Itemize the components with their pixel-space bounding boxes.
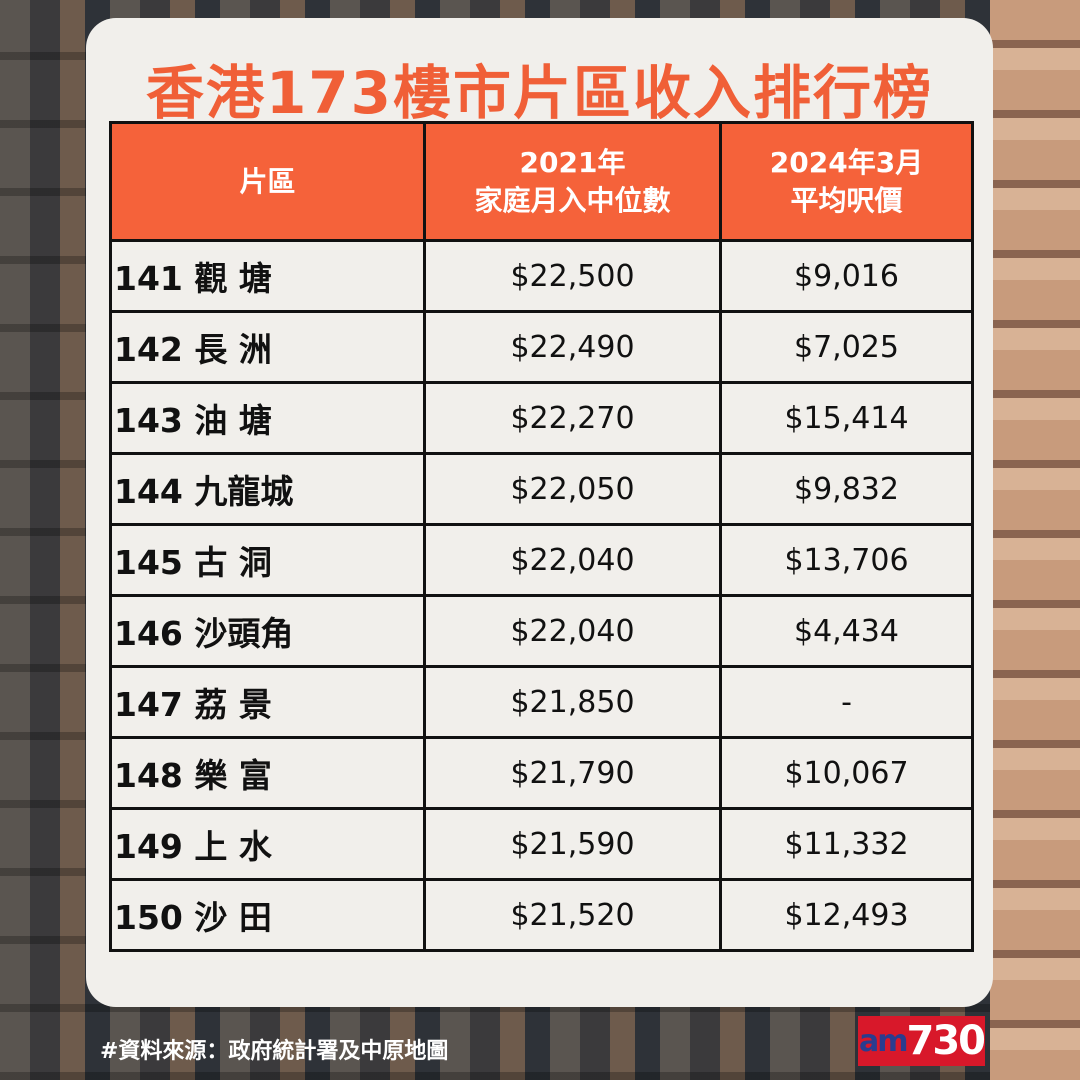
area-cell: 143 油 塘 [109,381,426,455]
price-cell: $15,414 [719,381,974,455]
income-cell: $22,490 [423,310,722,384]
ranking-card: 香港173樓市片區收入排行榜 片區 2021年 家庭月入中位數 2024年3月 平均呎價… [86,18,993,1007]
column-header: 2024年3月 平均呎價 [719,121,974,242]
income-cell: $21,520 [423,878,722,952]
table-row: 144 九龍城 $22,050 $9,832 [109,452,974,526]
price-cell: $12,493 [719,878,974,952]
price-cell: $10,067 [719,736,974,810]
table-row: 145 古 洞 $22,040 $13,706 [109,523,974,597]
income-cell: $21,590 [423,807,722,881]
column-header: 片區 [109,121,426,242]
area-cell: 149 上 水 [109,807,426,881]
income-cell: $22,040 [423,594,722,668]
area-cell: 146 沙頭角 [109,594,426,668]
header-line: 片區 [239,164,296,198]
area-cell: 144 九龍城 [109,452,426,526]
income-cell: $22,040 [423,523,722,597]
page-title: 香港173樓市片區收入排行榜 [145,59,934,127]
table-row: 146 沙頭角 $22,040 $4,434 [109,594,974,668]
area-cell: 142 長 洲 [109,310,426,384]
ranking-table: 片區 2021年 家庭月入中位數 2024年3月 平均呎價 141 觀 塘 $22,500… [109,121,974,952]
price-cell: $13,706 [719,523,974,597]
am730-logo: am 730 [858,1016,986,1066]
price-cell: $7,025 [719,310,974,384]
table-row: 149 上 水 $21,590 $11,332 [109,807,974,881]
income-cell: $21,790 [423,736,722,810]
area-cell: 145 古 洞 [109,523,426,597]
background-building [990,0,1080,1080]
header-line: 平均呎價 [790,183,903,217]
header-line: 家庭月入中位數 [474,183,671,217]
price-cell: $9,016 [719,239,974,313]
price-cell: $4,434 [719,594,974,668]
table-row: 143 油 塘 $22,270 $15,414 [109,381,974,455]
income-cell: $21,850 [423,665,722,739]
area-cell: 141 觀 塘 [109,239,426,313]
price-cell: $11,332 [719,807,974,881]
table-row: 142 長 洲 $22,490 $7,025 [109,310,974,384]
income-cell: $22,500 [423,239,722,313]
income-cell: $22,050 [423,452,722,526]
area-cell: 148 樂 富 [109,736,426,810]
column-header: 2021年家庭月入中位數 [423,121,722,242]
income-cell: $22,270 [423,381,722,455]
price-cell: $9,832 [719,452,974,526]
header-line: 2024年3月 [769,145,924,179]
table-row: 141 觀 塘 $22,500 $9,016 [109,239,974,313]
price-cell: - [719,665,974,739]
source-note: #資料來源：政府統計署及中原地圖 [100,1039,449,1064]
area-cell: 147 荔 景 [109,665,426,739]
table-row: 147 荔 景 $21,850- [109,665,974,739]
table-row: 150 沙 田 $21,520 $12,493 [109,878,974,952]
area-cell: 150 沙 田 [109,878,426,952]
header-line: 2021年 [519,145,626,179]
table-row: 148 樂 富 $21,790 $10,067 [109,736,974,810]
